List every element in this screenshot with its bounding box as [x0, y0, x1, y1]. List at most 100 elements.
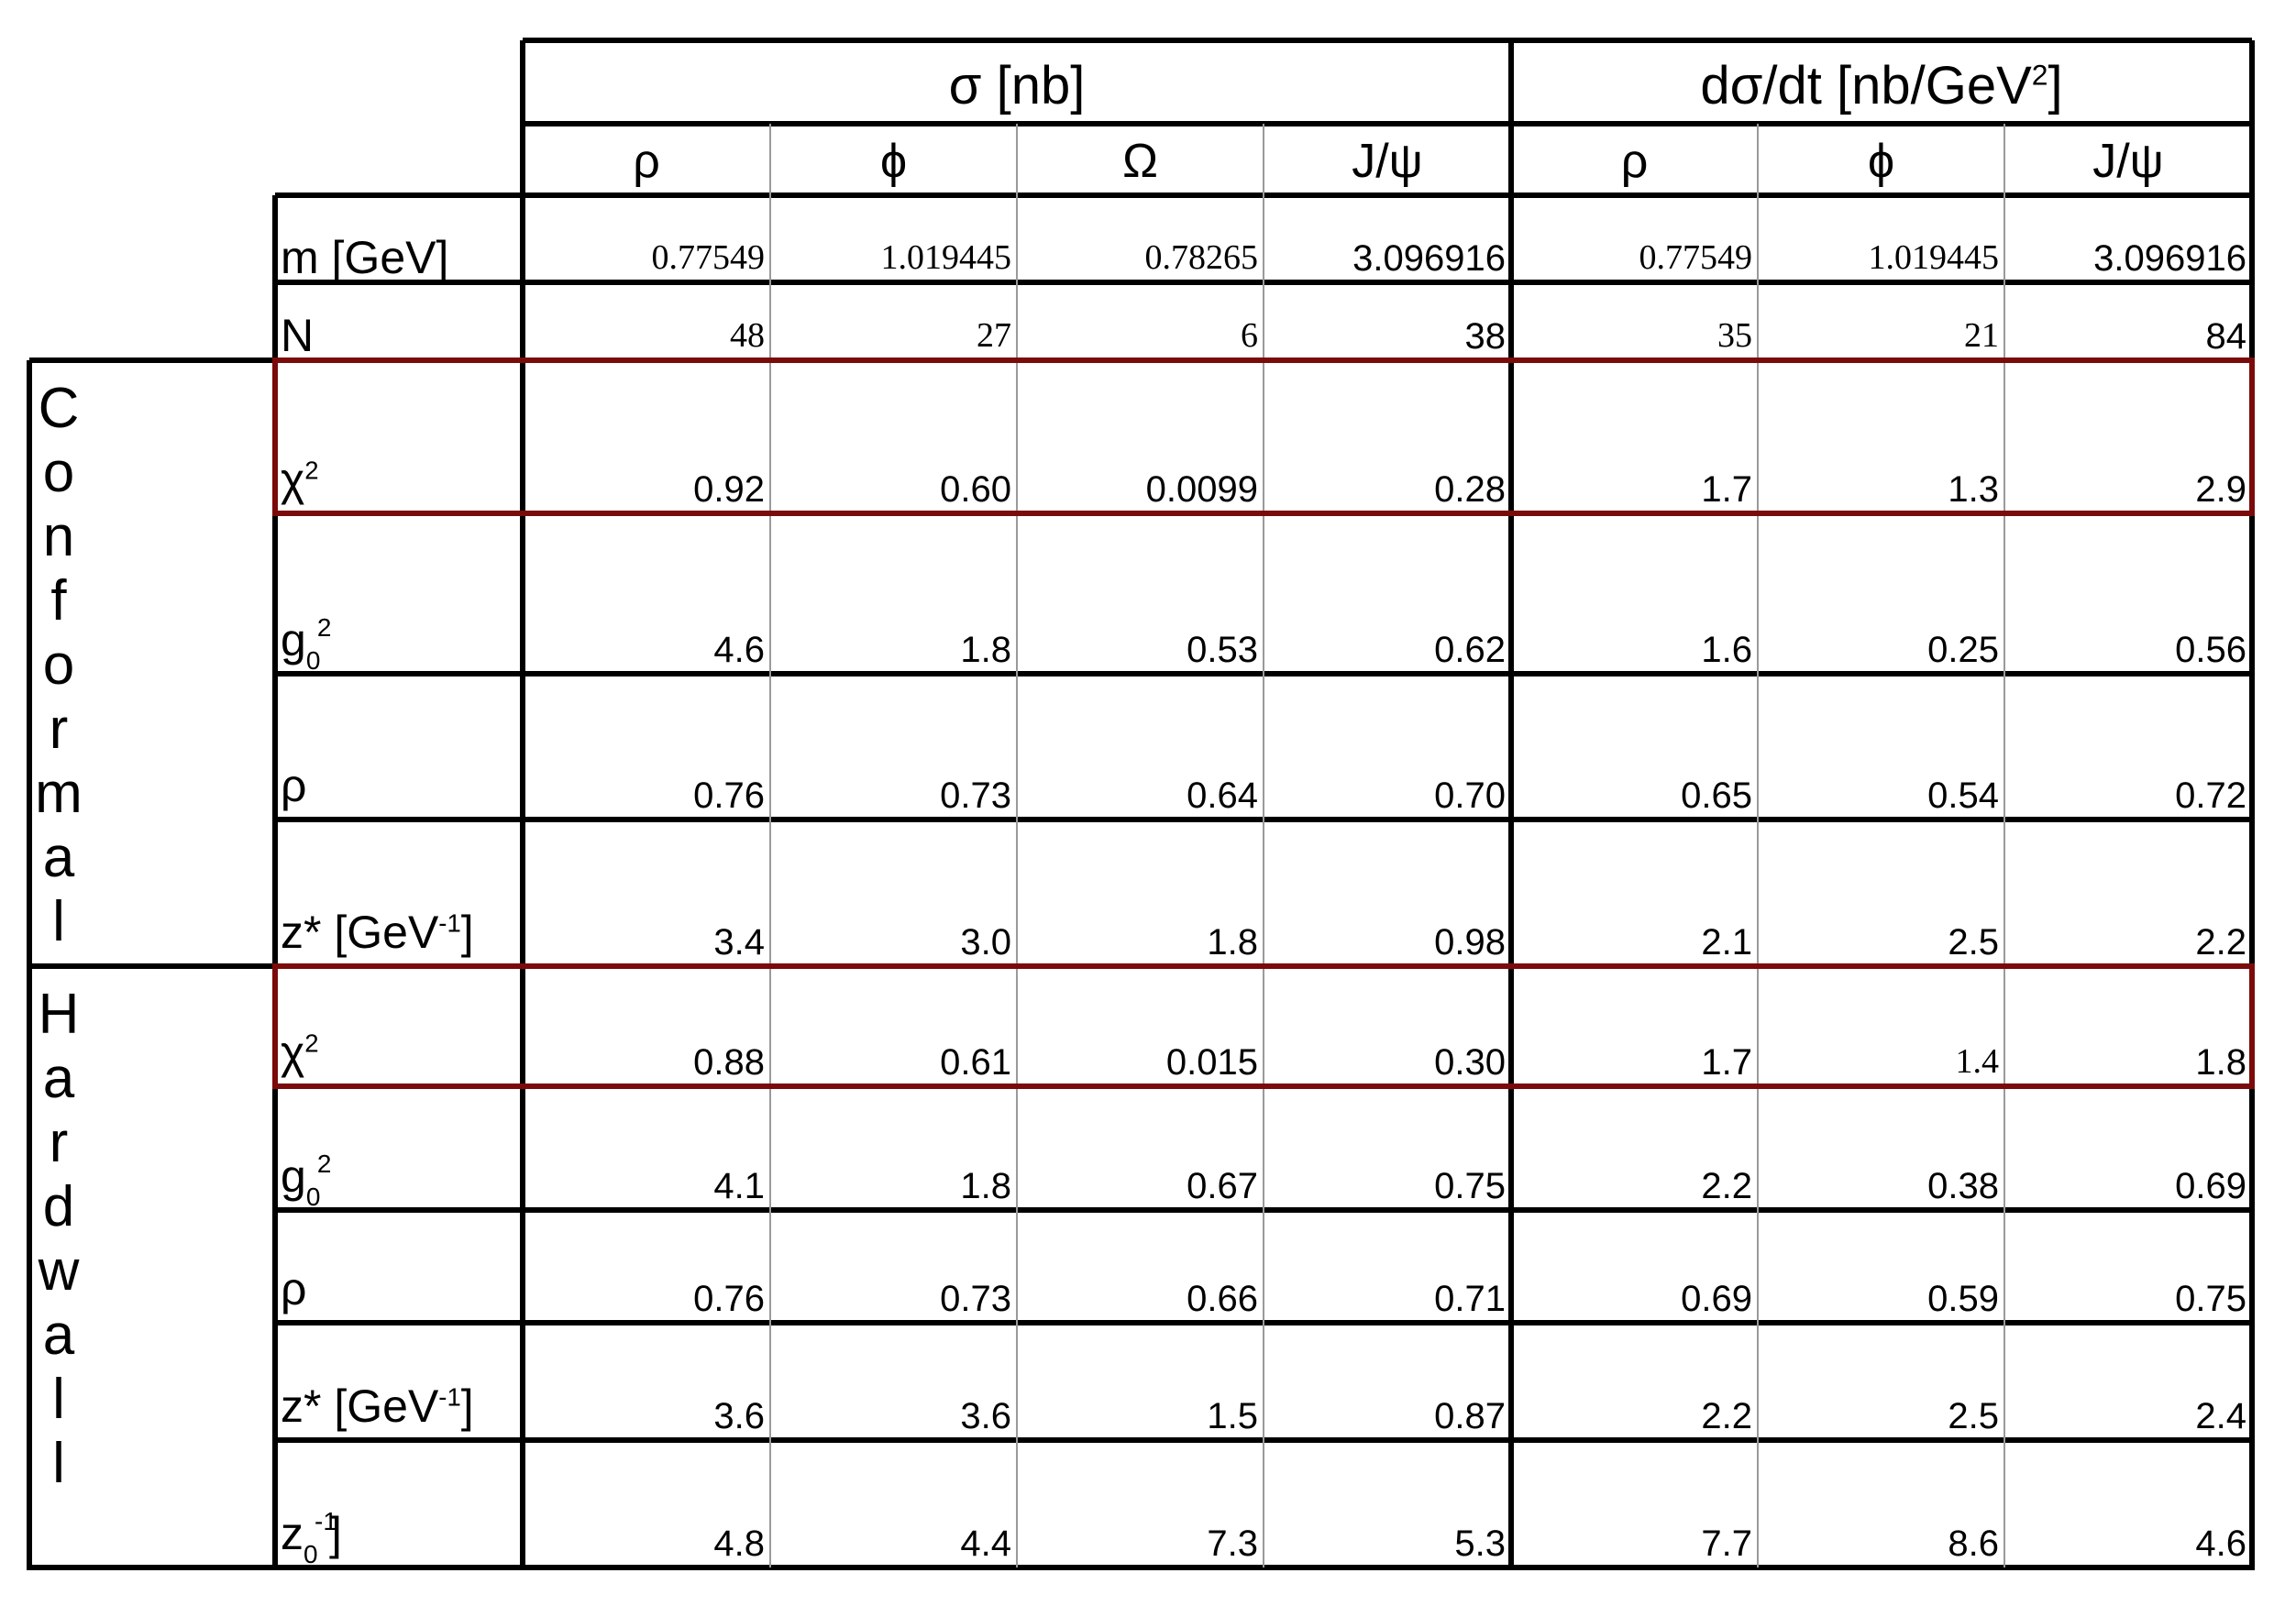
table-cell: 4.8 [713, 1524, 765, 1564]
table-cell: 35 [1717, 316, 1752, 355]
table-cell: 0.78265 [1144, 238, 1259, 277]
grid-line-thin [1757, 124, 1759, 1568]
table-cell: 0.015 [1165, 1042, 1258, 1083]
table-cell: 48 [730, 316, 765, 355]
table-cell: 1.019445 [880, 238, 1012, 277]
table-cell: 1.5 [1207, 1396, 1258, 1436]
table-cell: 0.62 [1434, 630, 1506, 670]
row-label: z* [GeV-1] [281, 1383, 474, 1429]
row-label-main: χ [281, 1027, 305, 1078]
table-cell: 0.66 [1187, 1279, 1258, 1319]
column-header-3: J/ψ [1352, 135, 1423, 188]
section-title-letter: a [42, 1047, 75, 1110]
table-cell: 0.28 [1434, 469, 1506, 510]
table-cell: 4.6 [713, 630, 765, 670]
row-label: χ2 [281, 1029, 319, 1075]
table-cell: 2.1 [1701, 922, 1752, 962]
row-label-main: g [281, 1150, 306, 1202]
table-cell: 2.9 [2195, 469, 2246, 510]
row-label-end: ] [329, 1508, 342, 1559]
section-title-letter: o [42, 633, 75, 697]
row-label-sup: 2 [304, 456, 319, 485]
row-label-main: g [281, 614, 306, 666]
row-label-main: z* [GeV [281, 1380, 439, 1432]
grid-line-v [272, 195, 278, 1570]
grid-line-v [2249, 40, 2255, 1570]
grid-line-thin [769, 124, 771, 1568]
table-cell: 0.30 [1434, 1042, 1506, 1083]
table-cell: 1.8 [1207, 922, 1258, 962]
grid-line-h [29, 1565, 275, 1570]
column-header-4: ρ [1620, 135, 1649, 188]
row-label-main: z [281, 1508, 304, 1559]
section-title-letter: l [52, 1368, 65, 1431]
table-cell: 7.3 [1207, 1524, 1258, 1564]
table-cell: 0.0099 [1145, 469, 1258, 510]
table-cell: 0.70 [1434, 776, 1506, 816]
table-cell: 0.77549 [651, 238, 766, 277]
section-title-letter: a [42, 826, 75, 889]
column-header-1: ϕ [879, 135, 908, 188]
group-header-part: 2 [2031, 58, 2048, 92]
row-label-sub: 0 [305, 1182, 321, 1211]
column-header-0: ρ [633, 135, 660, 188]
table-cell: 0.61 [940, 1042, 1011, 1083]
column-group-header-sigma: σ [nb] [948, 56, 1086, 116]
row-label-sub: 0 [305, 645, 321, 675]
grid-line-thin [2003, 124, 2005, 1568]
section-title-letter: l [52, 1432, 65, 1495]
table-cell: 38 [1464, 316, 1507, 357]
column-header-5: ϕ [1867, 135, 1895, 188]
row-label-main: ρ [281, 1263, 307, 1314]
section-title-letter: r [49, 698, 69, 761]
section-title-letter: l [52, 890, 65, 953]
grid-line-v [520, 40, 525, 1570]
row-label: χ2 [281, 456, 319, 502]
column-header-6: J/ψ [2092, 135, 2164, 188]
grid-line-h [523, 121, 2252, 126]
table-cell: 1.7 [1701, 1042, 1752, 1083]
table-cell: 0.38 [1927, 1166, 1999, 1206]
group-header-part: ] [2048, 56, 2063, 116]
row-label-sup: -1 [438, 1382, 461, 1412]
table-cell: 1.8 [2195, 1042, 2246, 1083]
table-cell: 0.71 [1434, 1279, 1506, 1319]
section-title-letter: f [50, 569, 67, 632]
table-cell: 0.87 [1434, 1396, 1506, 1436]
row-label-sup: 2 [316, 612, 332, 642]
table-cell: 4.6 [2195, 1524, 2246, 1564]
table-cell: 1.8 [960, 630, 1011, 670]
table-cell: 0.73 [940, 776, 1011, 816]
table-cell: 0.25 [1927, 630, 1999, 670]
row-label: z* [GeV-1] [281, 909, 474, 955]
row-label-sup: -1 [315, 1506, 337, 1535]
row-label-end: ] [460, 907, 474, 958]
table-cell: 0.72 [2175, 776, 2246, 816]
row-label: z -1 0] [281, 1506, 342, 1567]
table-cell: 0.54 [1927, 776, 1999, 816]
table-cell: 2.2 [2195, 922, 2246, 962]
section-title-letter: r [49, 1111, 69, 1174]
section-title-letter: d [42, 1175, 75, 1238]
grid-line-thin [1263, 124, 1264, 1568]
table-cell: 1.6 [1701, 630, 1752, 670]
table-cell: 0.67 [1187, 1166, 1258, 1206]
table-cell: 0.88 [693, 1042, 765, 1083]
table-cell: 0.73 [940, 1279, 1011, 1319]
table-cell: 1.3 [1948, 469, 1999, 510]
row-label-mass: m [GeV] [281, 232, 449, 283]
section-title-letter: C [38, 377, 80, 440]
grid-line-v [27, 360, 32, 1570]
grid-line-v [1508, 40, 1514, 1570]
row-label-sub: 0 [304, 1539, 318, 1568]
table-cell: 0.76 [693, 1279, 765, 1319]
row-label-main: ρ [281, 760, 307, 811]
section-title-letter: n [42, 505, 75, 568]
table-cell: 0.59 [1927, 1279, 1999, 1319]
table-cell: 21 [1964, 316, 1999, 355]
row-label-end: ] [460, 1380, 474, 1432]
grid-line-h [29, 963, 275, 969]
grid-line-h [523, 38, 2252, 43]
